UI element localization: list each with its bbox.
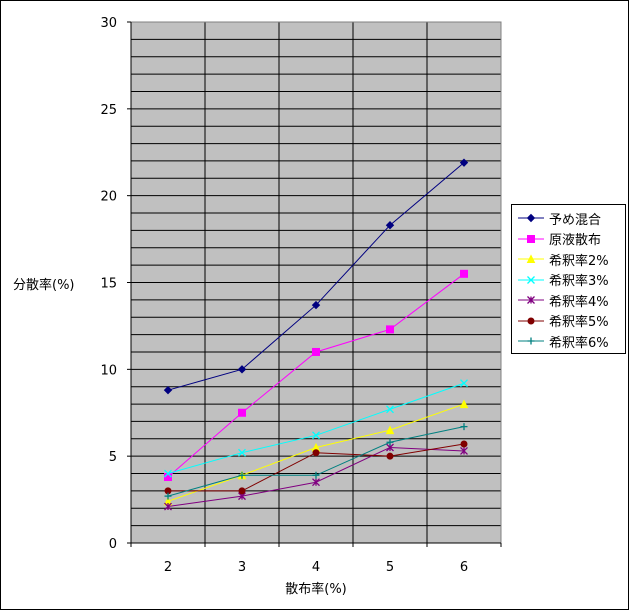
legend-item: 希釈率6% <box>516 331 625 352</box>
data-point <box>312 478 320 487</box>
axes: 0 5 10 15 20 25 30 2 3 4 5 6 <box>100 16 502 575</box>
x-tick-label: 5 <box>386 560 394 575</box>
legend-item: 原液散布 <box>516 229 625 250</box>
data-point <box>164 502 172 511</box>
data-point <box>238 471 246 479</box>
x-tick-label: 3 <box>238 560 246 575</box>
data-point <box>312 449 320 457</box>
data-point <box>386 438 394 446</box>
series-7 <box>164 423 468 500</box>
legend-item: 希釈率3% <box>516 270 625 291</box>
y-tick-label: 30 <box>100 16 117 31</box>
legend-label: 希釈率2% <box>549 253 609 269</box>
data-point <box>312 347 320 356</box>
series-3 <box>163 399 469 506</box>
data-point <box>237 365 247 374</box>
data-point <box>238 408 246 417</box>
data-point <box>311 300 321 310</box>
legend-item: 希釈率5% <box>516 311 625 332</box>
legend-swatch-marker <box>527 234 535 243</box>
data-point <box>385 220 395 230</box>
series-6 <box>164 440 468 495</box>
y-axis-title: 分散率(%) <box>13 277 75 293</box>
legend-label: 予め混合 <box>549 212 602 228</box>
data-point <box>460 423 468 431</box>
legend-swatch <box>518 254 544 264</box>
legend-item: 予め混合 <box>516 208 625 229</box>
legend-swatch-marker <box>527 337 535 345</box>
data-point <box>238 487 246 495</box>
legend-swatch <box>518 296 544 305</box>
data-point <box>163 385 173 395</box>
data-point <box>459 158 469 167</box>
series-2 <box>164 269 468 482</box>
data-point <box>460 379 468 388</box>
legend: 予め混合原液散布希釈率2% 希釈率3% 希釈率4% 希釈率5% 希釈率6% <box>511 204 626 354</box>
data-point <box>386 452 394 460</box>
legend-swatch-marker <box>527 275 535 284</box>
legend-item: 希釈率4% <box>516 290 625 311</box>
y-tick-label: 20 <box>100 190 117 205</box>
series-5 <box>164 443 468 511</box>
legend-swatch <box>518 317 544 325</box>
legend-swatch <box>518 214 544 223</box>
data-point <box>460 269 468 278</box>
y-tick-label: 25 <box>100 103 117 118</box>
data-point <box>460 446 468 455</box>
data-point <box>164 492 172 500</box>
series-1 <box>163 158 469 395</box>
legend-label: 希釈率3% <box>549 274 609 290</box>
y-tick-label: 5 <box>109 450 117 465</box>
data-point <box>385 425 395 435</box>
legend-label: 希釈率6% <box>549 335 609 351</box>
y-tick-label: 15 <box>100 277 117 292</box>
legend-swatch <box>518 275 544 284</box>
x-tick-label: 4 <box>312 560 320 575</box>
legend-swatch-marker <box>527 317 535 325</box>
legend-item: 希釈率2% <box>516 249 625 270</box>
legend-swatch-marker <box>527 296 535 305</box>
series-lines <box>163 158 469 511</box>
legend-swatch-marker <box>526 254 536 264</box>
legend-swatch-marker <box>526 214 536 223</box>
data-point <box>386 325 394 334</box>
data-point <box>238 448 246 457</box>
y-tick-label: 10 <box>100 363 117 378</box>
legend-swatch <box>518 337 544 345</box>
series-4 <box>164 379 468 478</box>
y-tick-label: 0 <box>109 537 117 552</box>
data-point <box>164 473 172 482</box>
data-point <box>312 431 320 440</box>
grid-lines <box>130 21 502 544</box>
legend-label: 原液散布 <box>549 233 602 249</box>
x-axis-title: 散布率(%) <box>285 581 347 597</box>
data-point <box>164 469 172 478</box>
legend-label: 希釈率5% <box>549 315 609 331</box>
x-tick-label: 6 <box>460 560 468 575</box>
data-point <box>312 471 320 479</box>
x-tick-label: 2 <box>164 560 172 575</box>
data-point <box>459 399 469 409</box>
data-point <box>386 405 394 414</box>
legend-label: 希釈率4% <box>549 294 609 310</box>
data-point <box>460 440 468 448</box>
legend-swatch <box>518 234 544 243</box>
